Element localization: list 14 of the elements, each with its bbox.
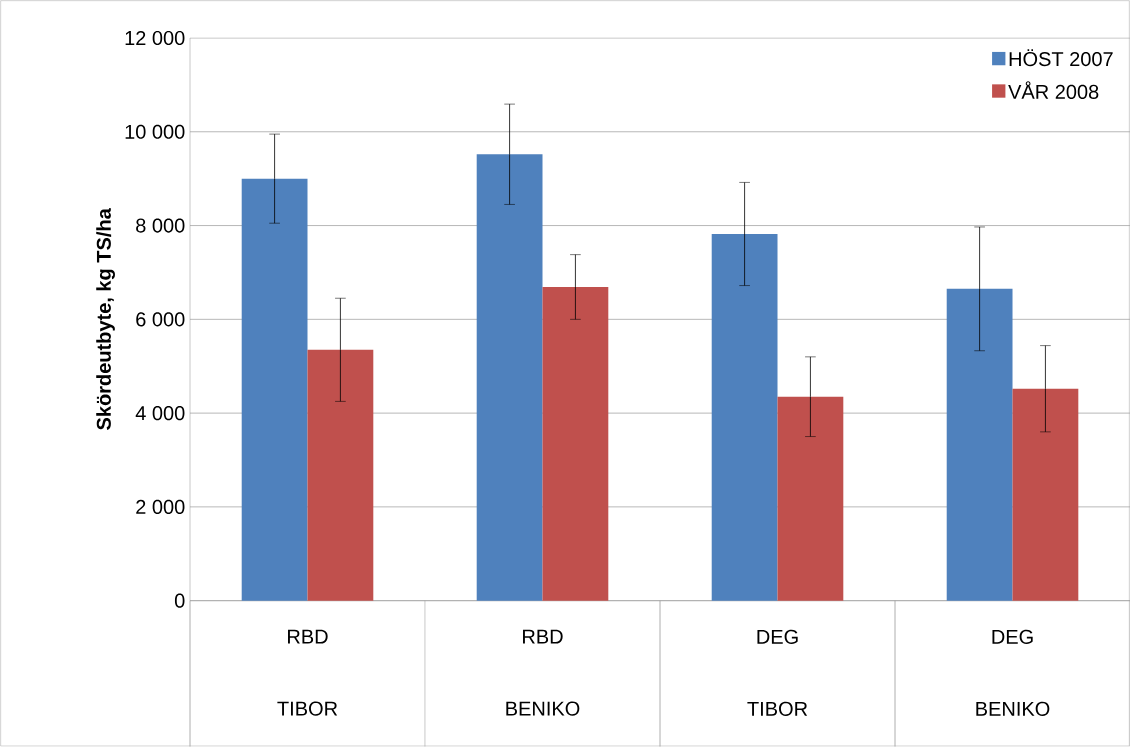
y-tick-label: 12 000 bbox=[125, 31, 185, 46]
category-label: RBD BENIKO bbox=[506, 629, 580, 716]
y-tick-label: 0 bbox=[174, 593, 185, 608]
category-label: RBD TIBOR bbox=[277, 629, 338, 716]
y-tick-label: 8 000 bbox=[136, 218, 185, 233]
y-tick-label: 10 000 bbox=[125, 124, 185, 139]
legend-label: VÅR 2008 bbox=[1008, 81, 1099, 100]
y-axis-title: Skördeutbyte, kg TS/ha bbox=[96, 208, 115, 431]
category-label: DEG BENIKO bbox=[976, 629, 1050, 717]
y-tick-label: 4 000 bbox=[135, 406, 185, 421]
legend-label: HÖST 2007 bbox=[1009, 49, 1113, 67]
y-tick-label: 2 000 bbox=[136, 499, 185, 515]
y-tick-label: 6 000 bbox=[136, 312, 185, 327]
category-label: DEG TIBOR bbox=[747, 629, 808, 717]
